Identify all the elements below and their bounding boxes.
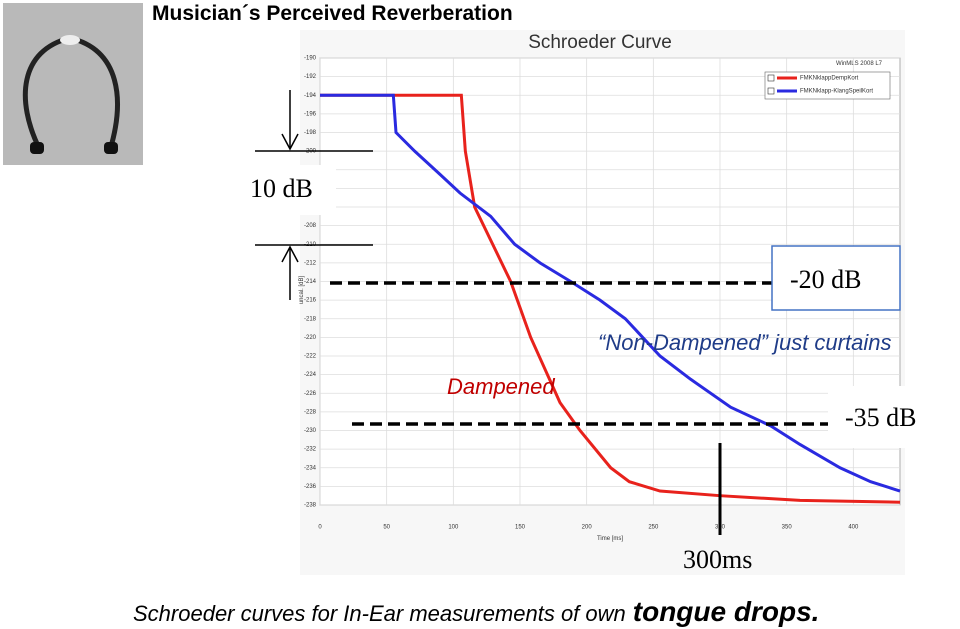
slide-title: Musician´s Perceived Reverberation bbox=[152, 2, 513, 25]
x-tick-label: 350 bbox=[782, 525, 793, 531]
y-tick-label: -220 bbox=[304, 335, 317, 341]
chart-subtitle: WinMLS 2008 L7 bbox=[836, 61, 883, 67]
y-tick-label: -190 bbox=[304, 56, 317, 62]
y-tick-label: -232 bbox=[304, 447, 317, 453]
x-axis-label: Time [ms] bbox=[597, 536, 623, 542]
caption: Schroeder curves for In-Ear measurements… bbox=[133, 596, 819, 627]
y-tick-label: -198 bbox=[304, 130, 317, 136]
x-tick-label: 150 bbox=[515, 525, 526, 531]
headphone-photo bbox=[3, 3, 143, 165]
annotation: 300ms bbox=[683, 545, 752, 574]
y-tick-label: -212 bbox=[304, 260, 317, 266]
y-tick-label: -230 bbox=[304, 428, 317, 434]
lines bbox=[320, 93, 901, 504]
caption-text: Schroeder curves for In-Ear measurements… bbox=[133, 601, 626, 626]
y-tick-label: -238 bbox=[304, 503, 317, 509]
chart-title: Schroeder Curve bbox=[528, 32, 672, 53]
data-line bbox=[320, 93, 901, 493]
legend-checkbox bbox=[767, 74, 775, 82]
y-tick-label: -216 bbox=[304, 298, 317, 304]
x-tick-label: 200 bbox=[582, 525, 593, 531]
y-tick-label: -234 bbox=[304, 465, 317, 471]
legend-label: FMKNklapp-KlangSpeilKort bbox=[800, 89, 873, 95]
caption-bold: tongue drops. bbox=[633, 596, 820, 627]
y-tick-label: -226 bbox=[304, 391, 317, 397]
annotation: 10 dB bbox=[250, 174, 313, 203]
y-tick-label: -192 bbox=[304, 74, 317, 80]
x-tick-label: 0 bbox=[318, 525, 322, 531]
y-tick-label: -208 bbox=[304, 223, 317, 229]
legend-checkbox bbox=[767, 87, 775, 95]
legend-label: FMKNklappDempKort bbox=[800, 76, 859, 82]
y-tick-label: -218 bbox=[304, 316, 317, 322]
y-tick-label: -194 bbox=[304, 93, 317, 99]
x-tick-label: 250 bbox=[648, 525, 659, 531]
y-tick-label: -236 bbox=[304, 484, 317, 490]
annotation: Dampened bbox=[447, 374, 555, 399]
annotation: “Non-Dampened” just curtains bbox=[598, 330, 891, 355]
x-tick-label: 50 bbox=[383, 525, 390, 531]
data-line bbox=[320, 93, 901, 504]
y-tick-label: -196 bbox=[304, 111, 317, 117]
annotation: -35 dB bbox=[845, 403, 917, 432]
annotation: -20 dB bbox=[790, 265, 862, 294]
x-tick-label: 400 bbox=[848, 525, 859, 531]
annotation-lines bbox=[248, 90, 938, 535]
y-tick-label: -214 bbox=[304, 279, 317, 285]
y-tick-label: -224 bbox=[304, 372, 317, 378]
x-tick-label: 100 bbox=[448, 525, 459, 531]
legend-entries: FMKNklappDempKort FMKNklapp-KlangSpeilKor… bbox=[767, 74, 873, 95]
y-tick-label: -222 bbox=[304, 354, 317, 360]
y-axis-label: uncal. [dB] bbox=[299, 275, 305, 304]
y-tick-label: -228 bbox=[304, 409, 317, 415]
